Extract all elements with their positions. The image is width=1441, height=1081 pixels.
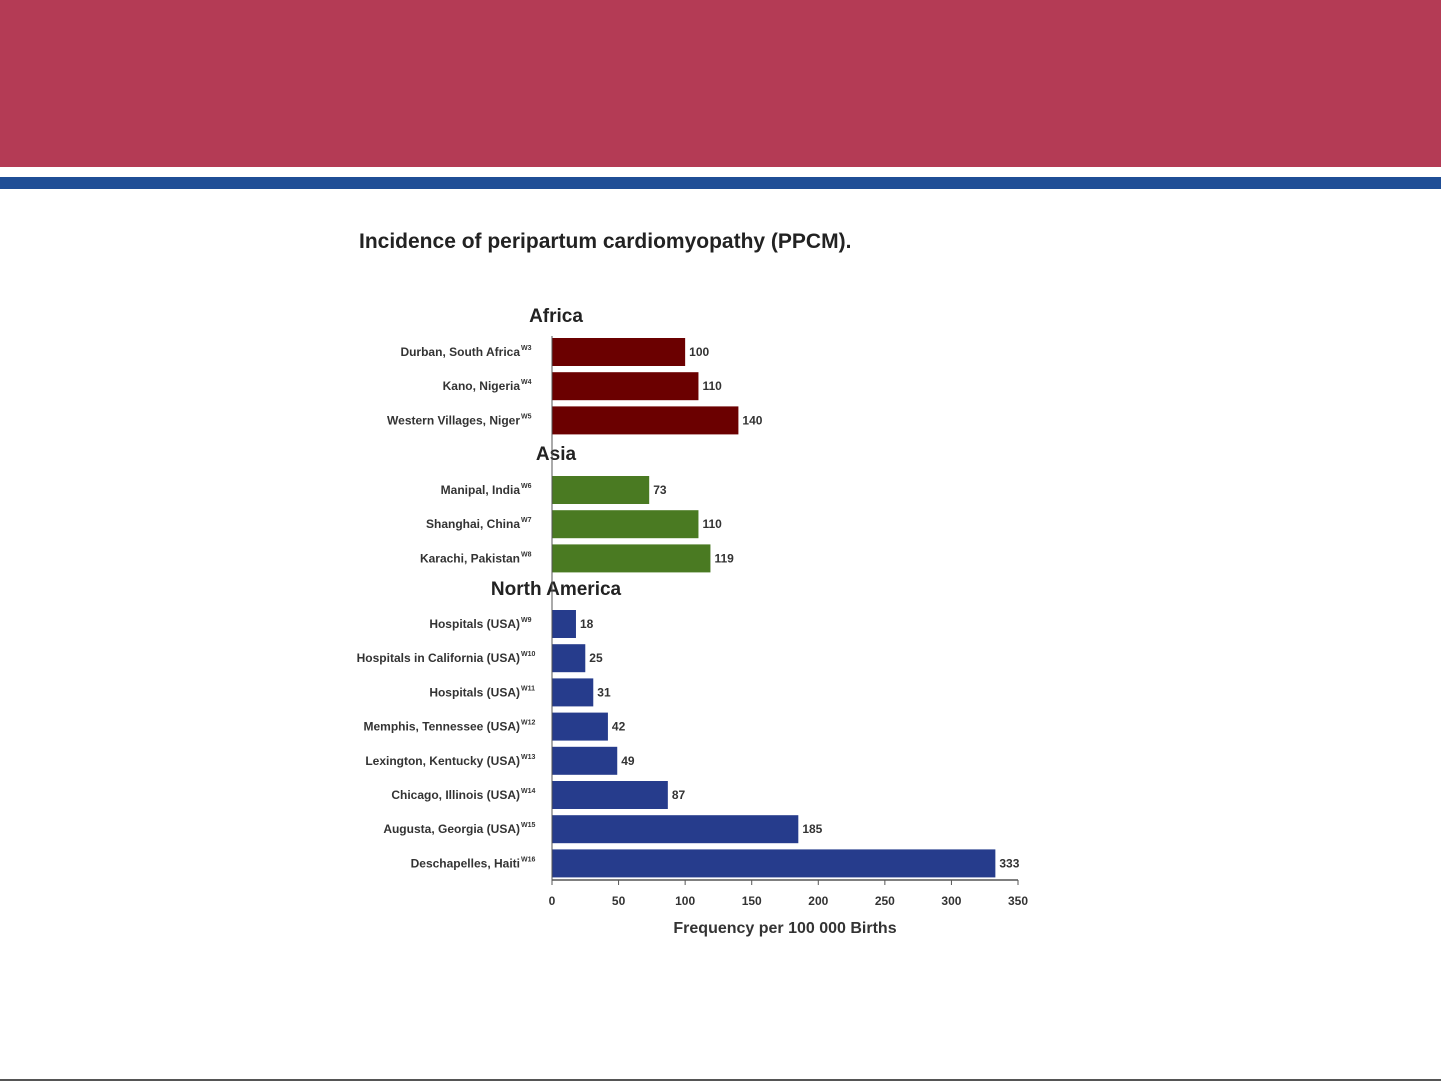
category-label-text: Lexington, Kentucky (USA) bbox=[365, 754, 520, 768]
category-label-text: Chicago, Illinois (USA) bbox=[391, 788, 520, 802]
slide-header-band bbox=[0, 0, 1441, 167]
category-label-text: Hospitals in California (USA) bbox=[357, 651, 520, 665]
category-label: Manipal, India bbox=[441, 483, 521, 497]
category-label: Chicago, Illinois (USA) bbox=[391, 788, 520, 802]
value-label: 42 bbox=[612, 720, 626, 734]
category-reference-sup: W16 bbox=[521, 856, 536, 863]
bar-north-america-0 bbox=[552, 610, 576, 638]
bar-north-america-5 bbox=[552, 781, 668, 809]
category-label-text: Kano, Nigeria bbox=[443, 379, 521, 393]
bar-africa-0 bbox=[552, 338, 686, 366]
category-reference-sup: W4 bbox=[521, 379, 532, 386]
group-label-africa: Africa bbox=[529, 306, 583, 327]
category-label: Hospitals (USA) bbox=[429, 617, 520, 631]
bar-north-america-1 bbox=[552, 644, 586, 673]
value-label: 18 bbox=[580, 617, 594, 631]
bar-north-america-4 bbox=[552, 746, 618, 775]
bar-north-america-2 bbox=[552, 678, 594, 707]
value-label: 49 bbox=[621, 754, 635, 768]
category-reference-sup: W8 bbox=[521, 551, 532, 558]
category-label-text: Manipal, India bbox=[441, 483, 521, 497]
category-reference-sup: W6 bbox=[521, 483, 532, 490]
category-reference-sup: W13 bbox=[521, 754, 536, 761]
category-label: Shanghai, China bbox=[426, 517, 520, 531]
category-reference-sup: W15 bbox=[521, 822, 536, 829]
category-label-text: Karachi, Pakistan bbox=[420, 551, 520, 565]
value-label: 185 bbox=[802, 822, 822, 836]
bar-asia-2 bbox=[552, 544, 711, 573]
bar-north-america-3 bbox=[552, 712, 608, 741]
x-tick-label: 300 bbox=[941, 894, 961, 908]
value-label: 119 bbox=[714, 551, 734, 565]
x-tick-label: 100 bbox=[675, 894, 695, 908]
category-label: Hospitals (USA) bbox=[429, 685, 520, 699]
category-label-text: Western Villages, Niger bbox=[387, 413, 520, 427]
category-label: Memphis, Tennessee (USA) bbox=[364, 720, 520, 734]
category-reference-sup: W3 bbox=[521, 345, 532, 352]
category-reference-sup: W9 bbox=[521, 617, 532, 624]
category-label-text: Hospitals (USA) bbox=[429, 685, 520, 699]
category-reference-sup: W12 bbox=[521, 720, 536, 727]
bar-africa-1 bbox=[552, 372, 699, 401]
category-label-text: Shanghai, China bbox=[426, 517, 520, 531]
category-label-text: Deschapelles, Haiti bbox=[411, 856, 520, 870]
value-label: 31 bbox=[597, 685, 611, 699]
value-label: 100 bbox=[689, 345, 709, 359]
group-label-north-america: North America bbox=[491, 579, 622, 600]
category-label-text: Hospitals (USA) bbox=[429, 617, 520, 631]
value-label: 73 bbox=[653, 483, 667, 497]
category-label: Augusta, Georgia (USA) bbox=[383, 822, 520, 836]
category-label-text: Memphis, Tennessee (USA) bbox=[364, 720, 520, 734]
category-label: Kano, Nigeria bbox=[443, 379, 521, 393]
value-label: 140 bbox=[742, 413, 762, 427]
value-label: 110 bbox=[702, 379, 722, 393]
chart-title: Incidence of peripartum cardiomyopathy (… bbox=[359, 230, 851, 253]
category-reference-sup: W11 bbox=[521, 685, 535, 692]
category-reference-sup: W7 bbox=[521, 517, 532, 524]
x-axis-label: Frequency per 100 000 Births bbox=[673, 920, 896, 937]
category-label-text: Durban, South Africa bbox=[400, 345, 520, 359]
value-label: 87 bbox=[672, 788, 686, 802]
slide-bottom-rule bbox=[0, 1079, 1441, 1081]
category-label: Lexington, Kentucky (USA) bbox=[365, 754, 520, 768]
category-label: Karachi, Pakistan bbox=[420, 551, 520, 565]
x-tick-label: 0 bbox=[549, 894, 556, 908]
category-reference-sup: W14 bbox=[521, 788, 536, 795]
category-label: Deschapelles, Haiti bbox=[411, 856, 520, 870]
slide-header-stripe bbox=[0, 177, 1441, 189]
bar-africa-2 bbox=[552, 406, 739, 435]
category-reference-sup: W10 bbox=[521, 651, 536, 658]
category-reference-sup: W5 bbox=[521, 413, 532, 420]
value-label: 333 bbox=[999, 856, 1019, 870]
value-label: 110 bbox=[702, 517, 722, 531]
x-tick-label: 350 bbox=[1008, 894, 1028, 908]
bar-asia-0 bbox=[552, 476, 650, 504]
category-label: Durban, South Africa bbox=[400, 345, 520, 359]
x-tick-label: 200 bbox=[808, 894, 828, 908]
bars-layer: Africa Durban, South Africa W3 100 Kano, Nig… bbox=[357, 306, 1020, 878]
bar-north-america-7 bbox=[552, 849, 996, 878]
category-label-text: Augusta, Georgia (USA) bbox=[383, 822, 520, 836]
category-label: Western Villages, Niger bbox=[387, 413, 520, 427]
x-axis-ticks: 0 50 100 150 200 250 300 350 bbox=[549, 336, 1028, 908]
group-label-asia: Asia bbox=[536, 444, 577, 465]
value-label: 25 bbox=[589, 651, 603, 665]
x-tick-label: 50 bbox=[612, 894, 626, 908]
bar-north-america-6 bbox=[552, 815, 799, 844]
x-tick-label: 250 bbox=[875, 894, 895, 908]
x-tick-label: 150 bbox=[742, 894, 762, 908]
bar-asia-1 bbox=[552, 510, 699, 539]
category-label: Hospitals in California (USA) bbox=[357, 651, 520, 665]
